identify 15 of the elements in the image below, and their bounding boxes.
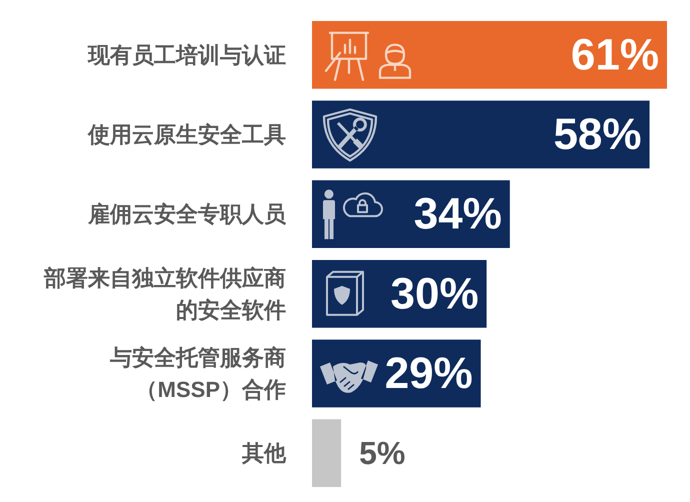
y-tick-label: 雇佣云安全专职人员 — [87, 202, 287, 227]
data-label: 30% — [390, 269, 479, 318]
y-tick-label: 与安全托管服务商（MSSP）合作 — [109, 345, 286, 402]
y-tick-label: 部署来自独立软件供应商的安全软件 — [43, 265, 286, 322]
data-label: 5% — [359, 435, 406, 472]
data-label: 58% — [553, 110, 642, 159]
data-label: 29% — [384, 349, 473, 398]
y-tick-label: 现有员工培训与认证 — [87, 42, 286, 68]
y-tick-label: 其他 — [241, 440, 287, 466]
data-label: 34% — [414, 190, 502, 239]
y-tick-label: 使用云原生安全工具 — [87, 122, 286, 147]
bar — [312, 20, 667, 89]
bar — [312, 100, 650, 168]
data-label: 61% — [570, 30, 659, 80]
bar — [312, 419, 342, 488]
